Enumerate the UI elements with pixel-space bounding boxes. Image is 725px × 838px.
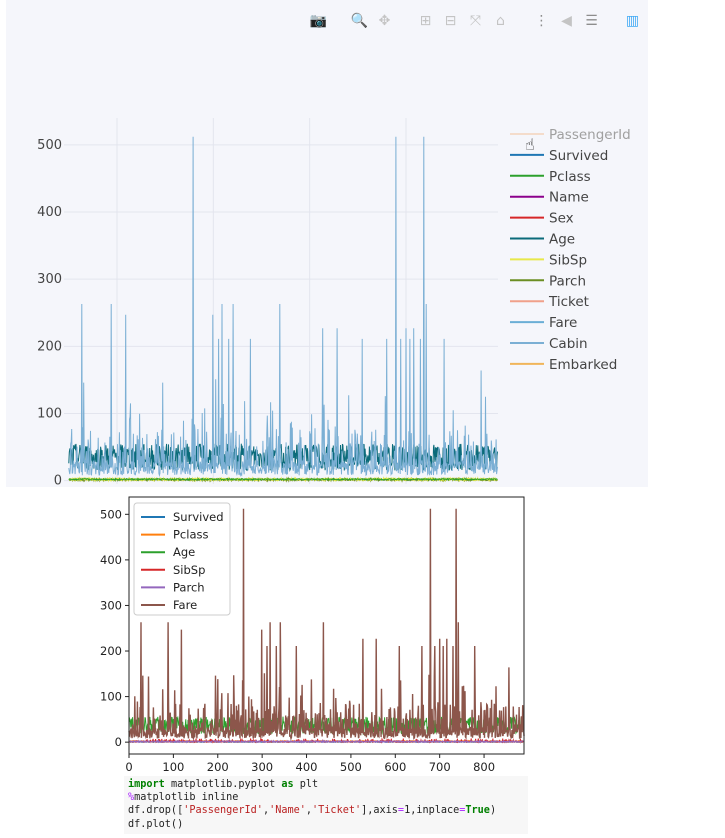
plotly-chart-panel: 0 100 200 300 400 500 PassengerId Survived Pclas…	[6, 0, 648, 487]
legend-label: Sex	[549, 211, 574, 227]
x-tick-label: 400	[296, 760, 318, 774]
x-tick-label: 600	[384, 760, 406, 774]
axes-frame	[128, 496, 525, 755]
series-fare-line	[128, 508, 525, 741]
legend-item-survived[interactable]: Survived	[510, 148, 608, 164]
legend-item-pclass[interactable]: Pclass	[510, 169, 591, 185]
x-tick-label: 0	[125, 760, 132, 774]
legend-item-sibsp[interactable]: SibSp	[510, 252, 587, 268]
spike-lines-icon[interactable]: ⋮	[534, 13, 549, 29]
matplotlib-legend: Survived Pclass Age SibSp Parch Fare	[133, 502, 231, 616]
x-tick-label: 800	[473, 760, 495, 774]
legend-item-age: Age	[141, 545, 195, 559]
legend-label: Survived	[549, 148, 608, 164]
legend-item-name[interactable]: Name	[510, 190, 589, 206]
x-tick-label: 200	[207, 760, 229, 774]
legend-label: Pclass	[173, 528, 208, 542]
legend-label: Cabin	[549, 336, 588, 352]
code-line-3: df.drop(['PassengerId','Name','Ticket'],…	[128, 805, 497, 817]
hover-compare-icon[interactable]: ☰	[585, 13, 598, 29]
legend-item-ticket[interactable]: Ticket	[510, 294, 589, 310]
series-parch-line	[128, 739, 525, 744]
y-tick-label: 100	[100, 690, 122, 704]
legend-label: SibSp	[173, 563, 205, 577]
legend-item-pclass: Pclass	[141, 528, 208, 542]
y-tick-label: 0	[54, 474, 62, 487]
zoom-out-icon[interactable]: ⊟	[444, 13, 457, 29]
zoom-icon[interactable]: 🔍	[350, 13, 369, 29]
legend-item-cabin[interactable]: Cabin	[510, 336, 588, 352]
y-tick-label: 500	[100, 507, 122, 521]
legend-label: PassengerId	[549, 127, 631, 143]
zoom-in-icon[interactable]: ⊞	[419, 13, 432, 29]
y-tick-label: 200	[100, 644, 122, 658]
y-tick-label: 400	[100, 553, 122, 567]
legend-item-age[interactable]: Age	[510, 232, 575, 248]
y-tick-label: 100	[37, 406, 62, 421]
x-tick-label: 500	[340, 760, 362, 774]
series-pclass-line	[68, 477, 498, 482]
camera-icon[interactable]: 📷	[309, 13, 328, 29]
y-tick-label: 300	[37, 272, 62, 287]
hover-closest-icon[interactable]: ◀	[561, 13, 572, 29]
legend-item-fare[interactable]: Fare	[510, 315, 577, 331]
code-line-4: df.plot()	[128, 818, 184, 830]
y-tick-label: 500	[37, 138, 62, 153]
legend-label: Age	[549, 232, 575, 248]
legend-label: Pclass	[549, 169, 591, 185]
plotly-chart[interactable]: 0 100 200 300 400 500 PassengerId Survived Pclas…	[6, 0, 648, 487]
legend-item-embarked[interactable]: Embarked	[510, 357, 617, 373]
reset-axes-icon[interactable]: ⌂	[496, 13, 505, 29]
matplotlib-chart-panel: 0 100 200 300 400 500 0 100 200 300 400 500 600 700 80…	[64, 487, 544, 777]
legend-item-sex[interactable]: Sex	[510, 211, 574, 227]
legend-label: Embarked	[549, 357, 617, 373]
legend-item-parch: Parch	[141, 580, 205, 594]
legend-label: Parch	[549, 273, 586, 289]
legend-item-parch[interactable]: Parch	[510, 273, 586, 289]
pan-icon[interactable]: ✥	[378, 13, 391, 29]
legend-label: Name	[549, 190, 589, 206]
legend-item-fare: Fare	[141, 598, 197, 612]
legend-item-sibsp: SibSp	[141, 563, 205, 577]
legend-label: Fare	[549, 315, 577, 331]
matplotlib-plot-area	[128, 508, 525, 744]
legend-label: Parch	[173, 580, 205, 594]
plotly-legend: PassengerId Survived Pclass Name Sex Age SibSp…	[510, 127, 631, 373]
plotly-plot-area: 0 100 200 300 400 500	[37, 118, 498, 487]
legend-label: Survived	[173, 510, 224, 524]
code-line-2: %matplotlib inline	[128, 792, 239, 804]
x-tick-label: 100	[162, 760, 184, 774]
legend-label: SibSp	[549, 252, 587, 268]
legend-label: Age	[173, 545, 195, 559]
y-tick-label: 400	[37, 205, 62, 220]
code-cell[interactable]: import matplotlib.pyplot as plt %matplot…	[124, 776, 528, 834]
matplotlib-chart: 0 100 200 300 400 500 0 100 200 300 400 500 600 700 80…	[100, 496, 525, 774]
legend-label: Ticket	[548, 294, 589, 310]
x-tick-label: 300	[251, 760, 273, 774]
code-line-1: import matplotlib.pyplot as plt	[128, 779, 319, 790]
plotly-modebar: 📷 🔍 ✥ ⊞ ⊟ ⤧ ⌂ ⋮ ◀ ☰ ▥	[309, 10, 642, 32]
legend-item-survived: Survived	[141, 510, 224, 524]
hand-pointer-icon: ☝	[525, 135, 535, 154]
plotly-logo-icon[interactable]: ▥	[625, 13, 640, 29]
y-tick-label: 300	[100, 598, 122, 612]
autoscale-icon[interactable]: ⤧	[469, 13, 482, 29]
series-fare-line	[68, 136, 498, 478]
x-tick-label: 700	[429, 760, 451, 774]
y-tick-label: 200	[37, 339, 62, 354]
y-tick-label: 0	[115, 735, 122, 749]
legend-item-passengerid[interactable]: PassengerId	[510, 127, 631, 143]
legend-label: Fare	[173, 598, 197, 612]
